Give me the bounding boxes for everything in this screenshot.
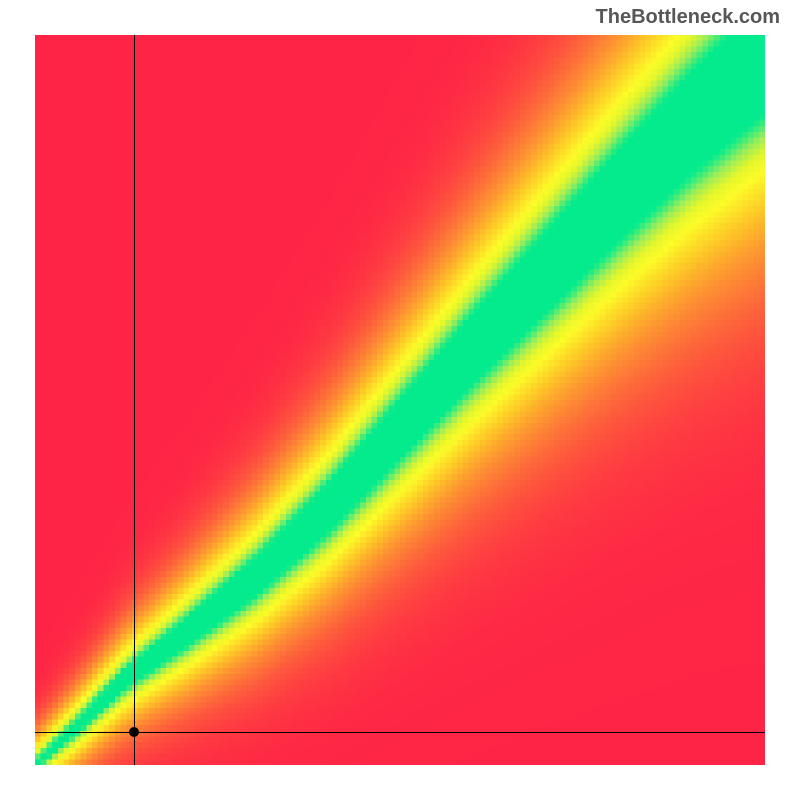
heatmap-plot (35, 35, 765, 765)
crosshair-vertical (134, 35, 135, 765)
crosshair-marker (129, 727, 139, 737)
watermark-text: TheBottleneck.com (596, 6, 780, 29)
heatmap-canvas (35, 35, 765, 765)
crosshair-horizontal (35, 732, 765, 733)
